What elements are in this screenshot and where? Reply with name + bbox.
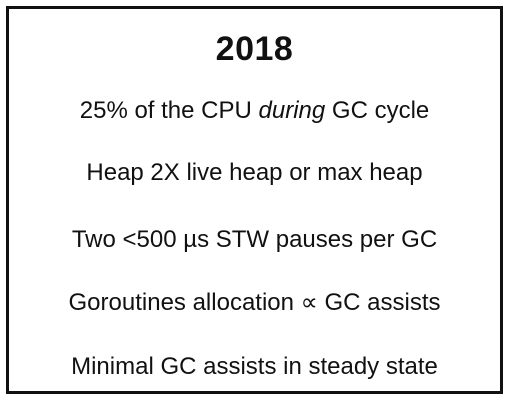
- steady-state-goal-line: Minimal GC assists in steady state: [71, 353, 438, 380]
- cpu-goal-text-start: 25% of the CPU: [79, 97, 259, 124]
- cpu-goal-line: 25% of the CPU during GC cycle: [9, 96, 500, 126]
- heap-goal-line: Heap 2X live heap or max heap: [86, 159, 423, 186]
- cpu-goal-emphasis: during: [258, 97, 326, 124]
- cpu-goal-text-end: GC cycle: [325, 97, 430, 124]
- pause-goal-line: Two <500 µs STW pauses per GC: [71, 226, 438, 253]
- allocation-goal-line: Goroutines allocation ∝ GC assists: [68, 289, 441, 316]
- gc-goals-card: 2018 25% of the CPU during GC cycle Heap…: [6, 6, 503, 394]
- card-title: 2018: [215, 30, 294, 68]
